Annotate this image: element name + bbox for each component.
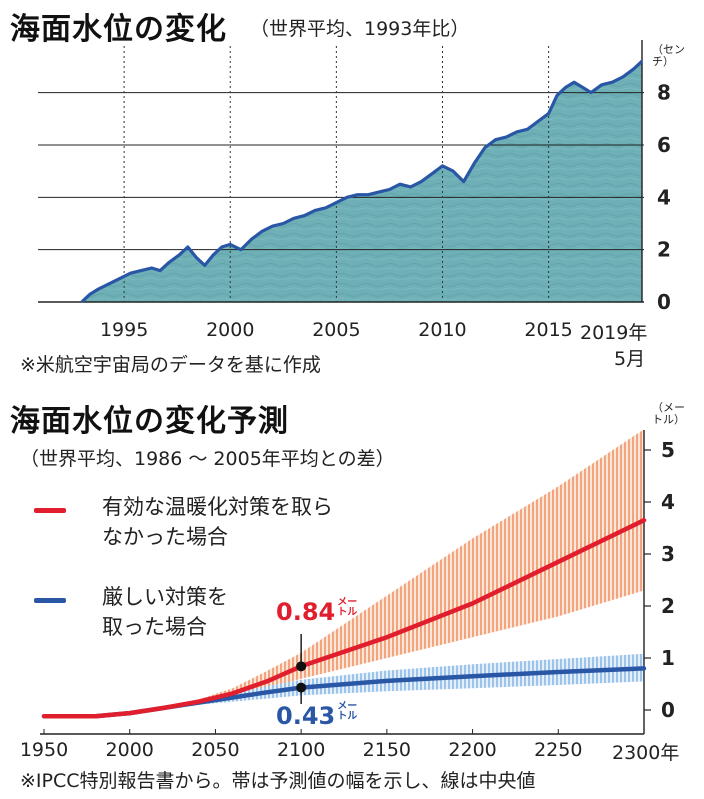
chart1-plot: 0 2 4 6 8 1995 2000 2005 2010 2015: [38, 40, 671, 341]
chart1-x-tick-2010: 2010: [418, 319, 466, 341]
callout-strict-action-unit-top: メー: [337, 701, 358, 712]
chart2-x-tick-2050: 2050: [191, 739, 239, 761]
chart1-y-tick-8: 8: [657, 81, 671, 105]
chart1-x-tick-2005: 2005: [312, 319, 360, 341]
chart2-y-tick-3: 3: [661, 542, 675, 566]
callout-strict-action-value: 0.43: [276, 702, 336, 730]
chart2-subtitle: （世界平均、1986 ～ 2005年平均との差）: [20, 448, 395, 470]
chart1-line: [80, 60, 644, 304]
chart2-y-tick-2: 2: [661, 594, 675, 618]
legend-swatch-no-action: [34, 508, 66, 513]
callout-no-action: 0.84 メー トル: [276, 597, 358, 627]
chart2-plot: 0 1 2 3 4 5 1950 2000 2050 2100 2150 2200 2250: [20, 429, 675, 761]
chart2-title: 海面水位の変化予測: [10, 404, 289, 439]
chart2-y-tick-4: 4: [661, 490, 675, 514]
chart2-band-no-action: [44, 429, 644, 717]
callout-strict-action-unit-bottom: トル: [337, 711, 358, 722]
chart2-x-tick-2100: 2100: [277, 739, 325, 761]
chart1-unit-top: （セン: [652, 43, 685, 56]
chart2-x-tick-2150: 2150: [363, 739, 411, 761]
chart1-y-tick-6: 6: [657, 133, 671, 157]
chart2-y-tick-1: 1: [661, 646, 675, 670]
chart2-y-tick-5: 5: [661, 438, 675, 462]
chart1-x-tick-last-month: 5月: [614, 348, 646, 370]
chart1-x-tick-2000: 2000: [206, 319, 254, 341]
chart2-x-tick-last: 2300年: [612, 742, 680, 764]
legend-label-no-action: 有効な温暖化対策を取らなかった場合: [102, 495, 333, 549]
callout-no-action-unit-bottom: トル: [337, 607, 358, 618]
marker-2100-strict-action: [296, 682, 307, 693]
chart2-unit-bottom: トル）: [652, 413, 685, 426]
legend-swatch-strict-action: [34, 598, 66, 603]
legend-label-strict-action: 厳しい対策を取った場合: [102, 585, 228, 639]
chart1-x-tick-last: 2019年: [580, 322, 648, 344]
chart2-unit-top: （メー: [652, 401, 685, 414]
chart2-x-tick-2250: 2250: [534, 739, 582, 761]
chart1-subtitle: （世界平均、1993年比）: [250, 18, 470, 40]
chart2-y-tick-0: 0: [661, 698, 675, 722]
chart1-unit-bottom: チ）: [652, 55, 674, 68]
chart1-area: [81, 61, 643, 303]
chart2-x-tick-2000: 2000: [106, 739, 154, 761]
chart1-y-tick-4: 4: [657, 185, 671, 209]
marker-2100-no-action: [296, 661, 307, 672]
callout-no-action-unit-top: メー: [337, 597, 358, 608]
chart2-note: ※IPCC特別報告書から。帯は予測値の幅を示し、線は中央値: [20, 770, 536, 792]
chart1-x-tick-2015: 2015: [524, 319, 572, 341]
chart1-x-tick-1995: 1995: [100, 319, 148, 341]
chart2-line-no-action: [41, 517, 647, 719]
chart1-y-tick-2: 2: [657, 238, 671, 262]
chart1-y-tick-0: 0: [657, 290, 671, 314]
chart1-title: 海面水位の変化: [10, 12, 227, 47]
callout-strict-action: 0.43 メー トル: [276, 701, 358, 731]
chart1-note: ※米航空宇宙局のデータを基に作成: [20, 354, 321, 376]
chart2-x-tick-2200: 2200: [448, 739, 496, 761]
chart2-x-tick-1950: 1950: [20, 739, 68, 761]
callout-no-action-value: 0.84: [276, 598, 336, 626]
